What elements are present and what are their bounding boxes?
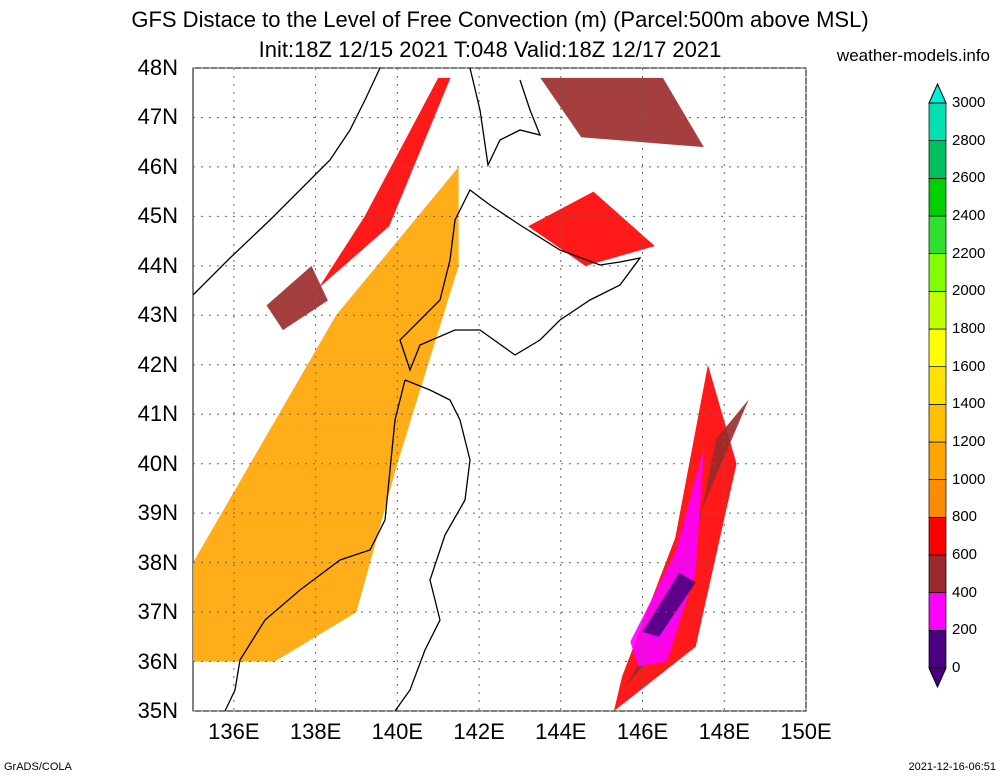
colorbar-tick-label: 800 [952, 508, 978, 526]
lon-tick-label: 136E [208, 719, 260, 744]
kuril-red-patches [528, 191, 655, 266]
japan-sea-red-band [307, 77, 451, 306]
colorbar-swatch [928, 102, 947, 142]
colorbar-tick-label: 1600 [952, 357, 986, 375]
lon-tick-label: 150E [780, 719, 832, 744]
chart-title: GFS Distace to the Level of Free Convect… [131, 7, 869, 32]
lat-tick-label: 39N [137, 500, 178, 526]
lat-tick-label: 40N [137, 450, 178, 476]
colorbar-swatch [928, 479, 947, 518]
grid-lines [193, 67, 807, 712]
colorbar-swatch [928, 441, 947, 481]
colorbar-min-arrow [928, 667, 947, 689]
coastline-sakhalin [469, 67, 542, 168]
coastline-asia [192, 67, 381, 296]
colorbar-swatch [928, 177, 947, 217]
lat-tick-label: 36N [137, 648, 178, 674]
colorbar-swatch [928, 253, 947, 292]
footer-left: GrADS/COLA [4, 761, 72, 773]
lat-tick-label: 44N [137, 252, 178, 278]
colorbar-swatch [928, 215, 947, 255]
lat-tick-label: 35N [137, 698, 178, 723]
lon-tick-label: 146E [616, 719, 669, 744]
lat-tick-label: 48N [137, 55, 178, 80]
colorbar-tick-label: 2600 [952, 169, 986, 187]
colorbar-tick-label: 1000 [952, 470, 986, 488]
lon-tick-label: 144E [535, 719, 587, 744]
colorbar-swatch [928, 403, 947, 443]
lat-tick-label: 41N [137, 401, 178, 427]
lat-tick-label: 47N [137, 104, 178, 130]
coastline-honshu [224, 379, 471, 712]
colorbar-swatch [928, 366, 947, 405]
footer-right: 2021-12-16-06:51 [908, 761, 996, 773]
colorbar-swatch [928, 554, 947, 594]
colorbar-tick-label: 1800 [952, 320, 986, 337]
colorbar-swatch [928, 516, 947, 556]
pacific-purple-core [642, 572, 696, 637]
colorbar-swatch [928, 328, 947, 368]
lon-tick-label: 140E [371, 719, 424, 744]
chart-subtitle: Init:18Z 12/15 2021 T:048 Valid:18Z 12/1… [258, 37, 722, 62]
colorbar [928, 82, 947, 689]
colorbar-tick-label: 3000 [952, 94, 986, 111]
colorbar-swatch [928, 140, 947, 179]
colorbar-tick-label: 400 [952, 583, 978, 601]
colorbar-tick-label: 1200 [952, 433, 986, 450]
colorbar-tick-label: 2800 [952, 131, 986, 149]
okhotsk-brown-region [540, 77, 704, 148]
lon-tick-label: 142E [453, 719, 505, 744]
colorbar-swatch [928, 290, 947, 330]
colorbar-max-arrow [928, 82, 947, 104]
colorbar-tick-label: 0 [952, 659, 961, 676]
coastlines [192, 67, 642, 712]
lat-tick-label: 42N [137, 351, 178, 377]
lat-tick-label: 45N [137, 203, 178, 229]
lat-tick-label: 43N [137, 302, 178, 328]
colorbar-tick-label: 1400 [952, 395, 986, 413]
lon-tick-label: 148E [698, 719, 750, 744]
colorbar-swatch [928, 629, 947, 669]
japan-sea-brown-patch [266, 265, 328, 331]
japan-sea-orange-region [193, 166, 459, 662]
pacific-magenta-region [630, 448, 704, 667]
colorbar-tick-label: 2200 [952, 244, 986, 262]
lat-tick-label: 46N [137, 153, 178, 179]
colorbar-tick-label: 2000 [952, 282, 986, 300]
colorbar-swatch [928, 592, 947, 631]
colorbar-tick-label: 600 [952, 546, 978, 563]
pacific-brown-region [626, 399, 749, 687]
colorbar-tick-label: 200 [952, 621, 978, 639]
coastline-hokkaido [399, 189, 642, 372]
lat-tick-label: 37N [137, 599, 178, 625]
lat-tick-label: 38N [137, 549, 178, 575]
colorbar-tick-label: 2400 [952, 207, 986, 224]
lon-tick-label: 138E [289, 719, 342, 744]
site-credit: weather-models.info [836, 46, 990, 65]
lfc-distance-fields [193, 77, 749, 711]
